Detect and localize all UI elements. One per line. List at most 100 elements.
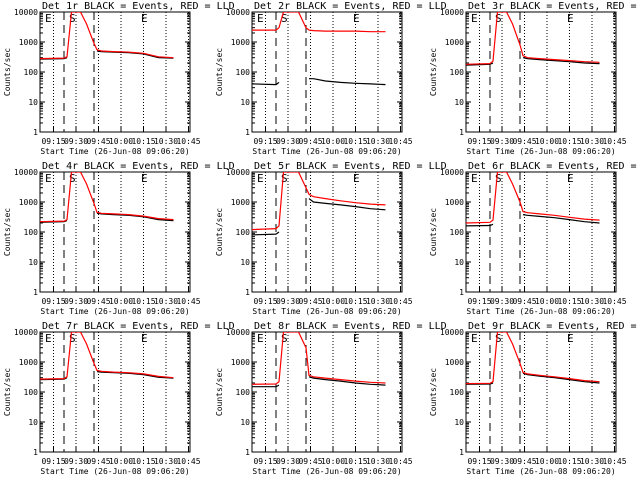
plot-title: Det 3r BLACK = Events, RED = LLD <box>468 1 640 12</box>
plot-title: Det 9r BLACK = Events, RED = LLD <box>468 321 640 332</box>
y-axis-label: Counts/sec <box>3 48 12 96</box>
y-axis-label: Counts/sec <box>429 368 438 416</box>
x-tick-label: 10:15 <box>557 457 581 466</box>
plot-frame <box>465 11 617 133</box>
y-tick-label: 1 <box>245 288 250 297</box>
event-marker-label: S <box>69 12 76 25</box>
panel-det-5: Det 5r BLACK = Events, RED = LLD 1 10 100 10… <box>215 161 447 316</box>
x-axis-label: Start Time (26-Jun-08 09:06:20) <box>466 467 615 476</box>
x-tick-label: 09:45 <box>512 297 536 306</box>
event-marker-label: S <box>495 332 502 345</box>
panel-det-1: Det 1r BLACK = Events, RED = LLD 1 10 100 10… <box>3 1 235 156</box>
event-marker-label: E <box>353 332 360 345</box>
y-tick-label: 1000 <box>19 38 38 47</box>
series-line-lld <box>466 332 600 385</box>
x-tick-label: 10:45 <box>602 137 626 146</box>
x-tick-label: 10:45 <box>388 137 412 146</box>
x-axis-label: Start Time (26-Jun-08 09:06:20) <box>252 147 401 156</box>
y-tick-label: 10000 <box>226 328 250 337</box>
x-tick-label: 09:15 <box>41 297 65 306</box>
event-marker-label: E <box>141 172 148 185</box>
x-tick-label: 10:30 <box>580 457 604 466</box>
x-tick-label: 09:15 <box>253 297 277 306</box>
y-tick-label: 100 <box>236 228 251 237</box>
event-marker-label: E <box>567 172 574 185</box>
y-tick-label: 100 <box>24 388 39 397</box>
y-tick-label: 1 <box>459 448 464 457</box>
x-tick-label: 10:45 <box>602 457 626 466</box>
y-axis-label: Counts/sec <box>429 208 438 256</box>
plot-title: Det 4r BLACK = Events, RED = LLD <box>42 161 235 172</box>
x-tick-label: 09:45 <box>86 137 110 146</box>
y-tick-label: 100 <box>24 68 39 77</box>
x-tick-label: 10:45 <box>388 457 412 466</box>
x-tick-label: 10:15 <box>131 297 155 306</box>
event-marker-label: S <box>281 332 288 345</box>
plot-frame <box>251 171 403 293</box>
series-line-events <box>466 214 600 227</box>
y-tick-label: 10 <box>240 258 250 267</box>
y-tick-label: 10000 <box>226 8 250 17</box>
y-tick-label: 1 <box>245 448 250 457</box>
event-marker-label: E <box>141 332 148 345</box>
x-tick-label: 10:15 <box>557 297 581 306</box>
y-tick-label: 10 <box>28 258 38 267</box>
y-tick-label: 1000 <box>445 198 464 207</box>
x-tick-label: 09:30 <box>64 297 88 306</box>
series-line-events <box>466 57 600 66</box>
series-line-events <box>252 198 386 236</box>
x-tick-label: 09:45 <box>86 297 110 306</box>
y-tick-label: 1000 <box>231 198 250 207</box>
y-axis-label: Counts/sec <box>215 368 224 416</box>
series-line-lld <box>252 332 386 385</box>
y-tick-label: 10000 <box>440 328 464 337</box>
y-tick-label: 10000 <box>14 168 38 177</box>
x-tick-label: 10:00 <box>321 137 345 146</box>
series-group <box>40 12 174 60</box>
y-tick-label: 1000 <box>231 38 250 47</box>
x-tick-label: 10:00 <box>535 297 559 306</box>
series-line-events <box>252 376 386 388</box>
x-tick-label: 09:15 <box>467 137 491 146</box>
panel-det-3: Det 3r BLACK = Events, RED = LLD 1 10 100 10… <box>429 1 640 156</box>
y-tick-label: 1 <box>33 448 38 457</box>
y-tick-label: 100 <box>236 388 251 397</box>
series-group <box>466 12 600 66</box>
plot-frame <box>39 331 191 453</box>
panel-det-6: Det 6r BLACK = Events, RED = LLD 1 10 100 10… <box>429 161 640 316</box>
plot-frame <box>251 331 403 453</box>
event-marker-label: E <box>45 172 52 185</box>
panel-det-9: Det 9r BLACK = Events, RED = LLD 1 10 100 10… <box>429 321 640 476</box>
x-tick-label: 09:30 <box>276 457 300 466</box>
event-marker-label: S <box>69 332 76 345</box>
event-marker-label: E <box>45 12 52 25</box>
y-tick-label: 10000 <box>440 8 464 17</box>
event-marker-label: S <box>281 12 288 25</box>
x-tick-label: 10:30 <box>366 297 390 306</box>
x-tick-label: 09:30 <box>276 297 300 306</box>
y-tick-label: 10 <box>240 418 250 427</box>
x-tick-label: 09:15 <box>41 137 65 146</box>
x-tick-label: 09:30 <box>490 297 514 306</box>
x-tick-label: 10:00 <box>535 137 559 146</box>
event-marker-label: E <box>45 332 52 345</box>
event-marker-label: S <box>495 12 502 25</box>
x-tick-label: 10:30 <box>580 137 604 146</box>
x-tick-label: 10:15 <box>131 457 155 466</box>
x-axis-label: Start Time (26-Jun-08 09:06:20) <box>40 307 189 316</box>
event-marker-label: E <box>353 12 360 25</box>
plot-frame <box>39 171 191 293</box>
y-tick-label: 10000 <box>14 8 38 17</box>
y-tick-label: 10000 <box>14 328 38 337</box>
y-axis-label: Counts/sec <box>3 208 12 256</box>
y-tick-label: 10000 <box>440 168 464 177</box>
y-tick-label: 100 <box>450 68 465 77</box>
event-marker-label: E <box>471 172 478 185</box>
event-marker-label: S <box>69 172 76 185</box>
series-group <box>252 172 386 236</box>
event-marker-label: E <box>257 332 264 345</box>
x-tick-label: 09:30 <box>490 457 514 466</box>
panel-det-4: Det 4r BLACK = Events, RED = LLD 1 10 100 10… <box>3 161 235 316</box>
plot-title: Det 1r BLACK = Events, RED = LLD <box>42 1 235 12</box>
